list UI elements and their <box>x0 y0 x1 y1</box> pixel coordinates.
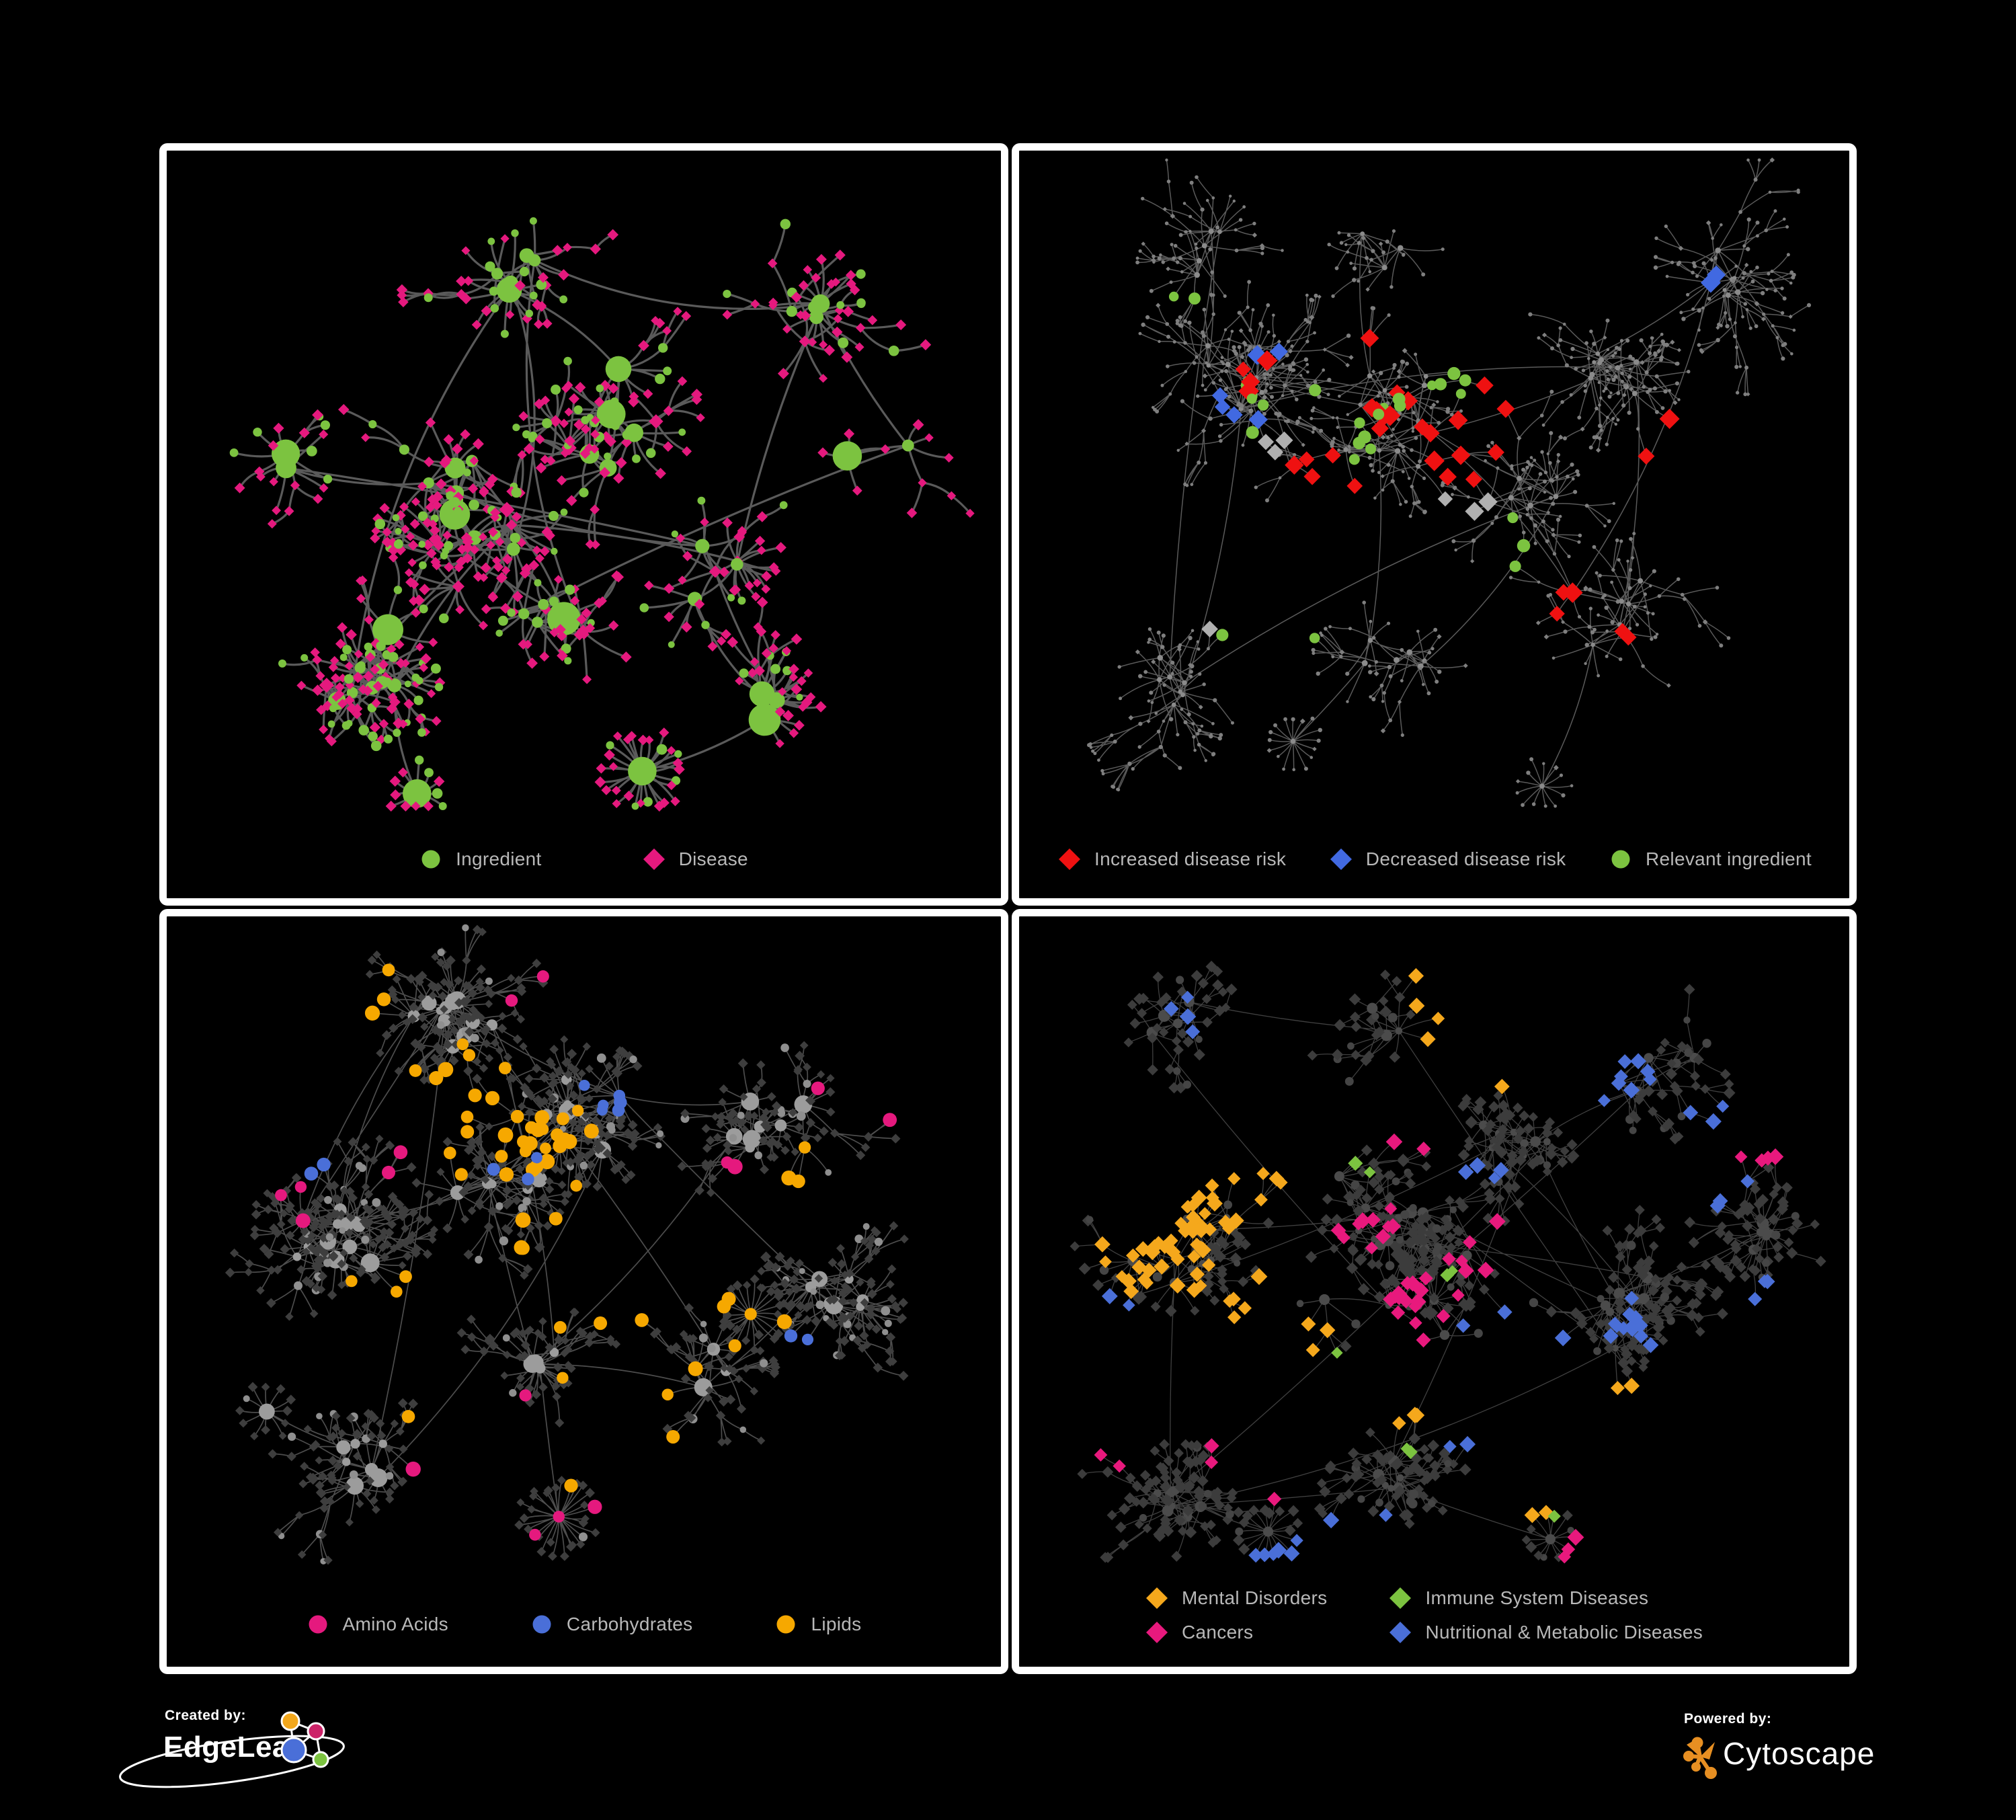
circle-legend-symbol <box>421 850 440 869</box>
nutrient-class-legend: Amino Acids Carbohydrates Lipids <box>167 1613 1001 1636</box>
legend-item-relevant-ingredient: Relevant ingredient <box>1609 848 1812 871</box>
diamond-legend-symbol <box>1389 1622 1412 1643</box>
legend-label: Nutritional & Metabolic Diseases <box>1425 1622 1703 1643</box>
legend-item-mental-disorders: Mental Disorders <box>1145 1587 1327 1610</box>
legend-item-lipids: Lipids <box>774 1613 861 1636</box>
circle-legend-symbol <box>776 1615 795 1634</box>
legend-item-amino-acids: Amino Acids <box>307 1613 448 1636</box>
diamond-legend-symbol <box>1059 848 1080 870</box>
disease-risk-network-graph <box>1087 157 1812 808</box>
circle-legend-symbol <box>309 1615 327 1634</box>
powered-by-label: Powered by: <box>1684 1711 1772 1727</box>
legend-label: Relevant ingredient <box>1646 848 1812 869</box>
legend-label: Immune System Diseases <box>1425 1587 1649 1608</box>
panel-nutrient-class-network: Amino Acids Carbohydrates Lipids <box>159 909 1008 1674</box>
disease-class-network-graph <box>1070 960 1826 1564</box>
legend-label: Amino Acids <box>342 1614 448 1634</box>
powered-by-block: Powered by: Cytoscape <box>1683 1711 1886 1798</box>
nutrient-class-network-graph <box>225 924 909 1565</box>
ingredient-disease-legend: Ingredient Disease <box>167 848 1001 871</box>
circle-legend-symbol <box>1611 850 1630 869</box>
legend-label: Ingredient <box>456 848 542 869</box>
legend-item-immune-system-diseases: Immune System Diseases <box>1389 1587 1703 1610</box>
disease-risk-legend: Increased disease risk Decreased disease … <box>1019 848 1849 871</box>
diamond-legend-symbol <box>1146 1622 1168 1643</box>
legend-item-disease: Disease <box>643 848 748 871</box>
legend-item-nutritional-metabolic-diseases: Nutritional & Metabolic Diseases <box>1389 1621 1703 1644</box>
legend-item-cancers: Cancers <box>1145 1621 1327 1644</box>
legend-label: Cancers <box>1182 1622 1254 1643</box>
legend-label: Disease <box>678 848 748 869</box>
legend-label: Increased disease risk <box>1094 848 1287 869</box>
legend-label: Carbohydrates <box>566 1614 693 1634</box>
diamond-legend-symbol <box>643 848 665 870</box>
panel-disease-risk-network: Increased disease risk Decreased disease … <box>1012 143 1857 906</box>
circle-legend-symbol <box>532 1615 551 1634</box>
legend-label: Lipids <box>811 1614 862 1634</box>
legend-label: Mental Disorders <box>1182 1587 1328 1608</box>
cytoscape-logo-icon <box>1683 1737 1717 1779</box>
cytoscape-brand-text: Cytoscape <box>1723 1736 1876 1771</box>
legend-item-decreased-disease-risk: Decreased disease risk <box>1330 848 1566 871</box>
diamond-legend-symbol <box>1389 1587 1412 1609</box>
disease-class-legend: Mental Disorders Immune System Diseases Ca… <box>1019 1587 1849 1644</box>
ingredient-disease-network-graph <box>229 217 975 812</box>
created-by-block: Created by: EdgeLeap <box>119 1708 387 1809</box>
legend-item-ingredient: Ingredient <box>419 848 542 871</box>
edgeleap-logo-icon <box>119 1711 345 1788</box>
legend-item-increased-disease-risk: Increased disease risk <box>1058 848 1286 871</box>
diamond-legend-symbol <box>1330 848 1352 870</box>
created-by-label: Created by: <box>165 1708 247 1723</box>
diamond-legend-symbol <box>1146 1587 1168 1609</box>
panel-disease-class-network: Mental Disorders Immune System Diseases Ca… <box>1012 909 1857 1674</box>
legend-item-carbohydrates: Carbohydrates <box>530 1613 693 1636</box>
panel-ingredient-disease-network: Ingredient Disease <box>159 143 1008 906</box>
legend-label: Decreased disease risk <box>1365 848 1566 869</box>
